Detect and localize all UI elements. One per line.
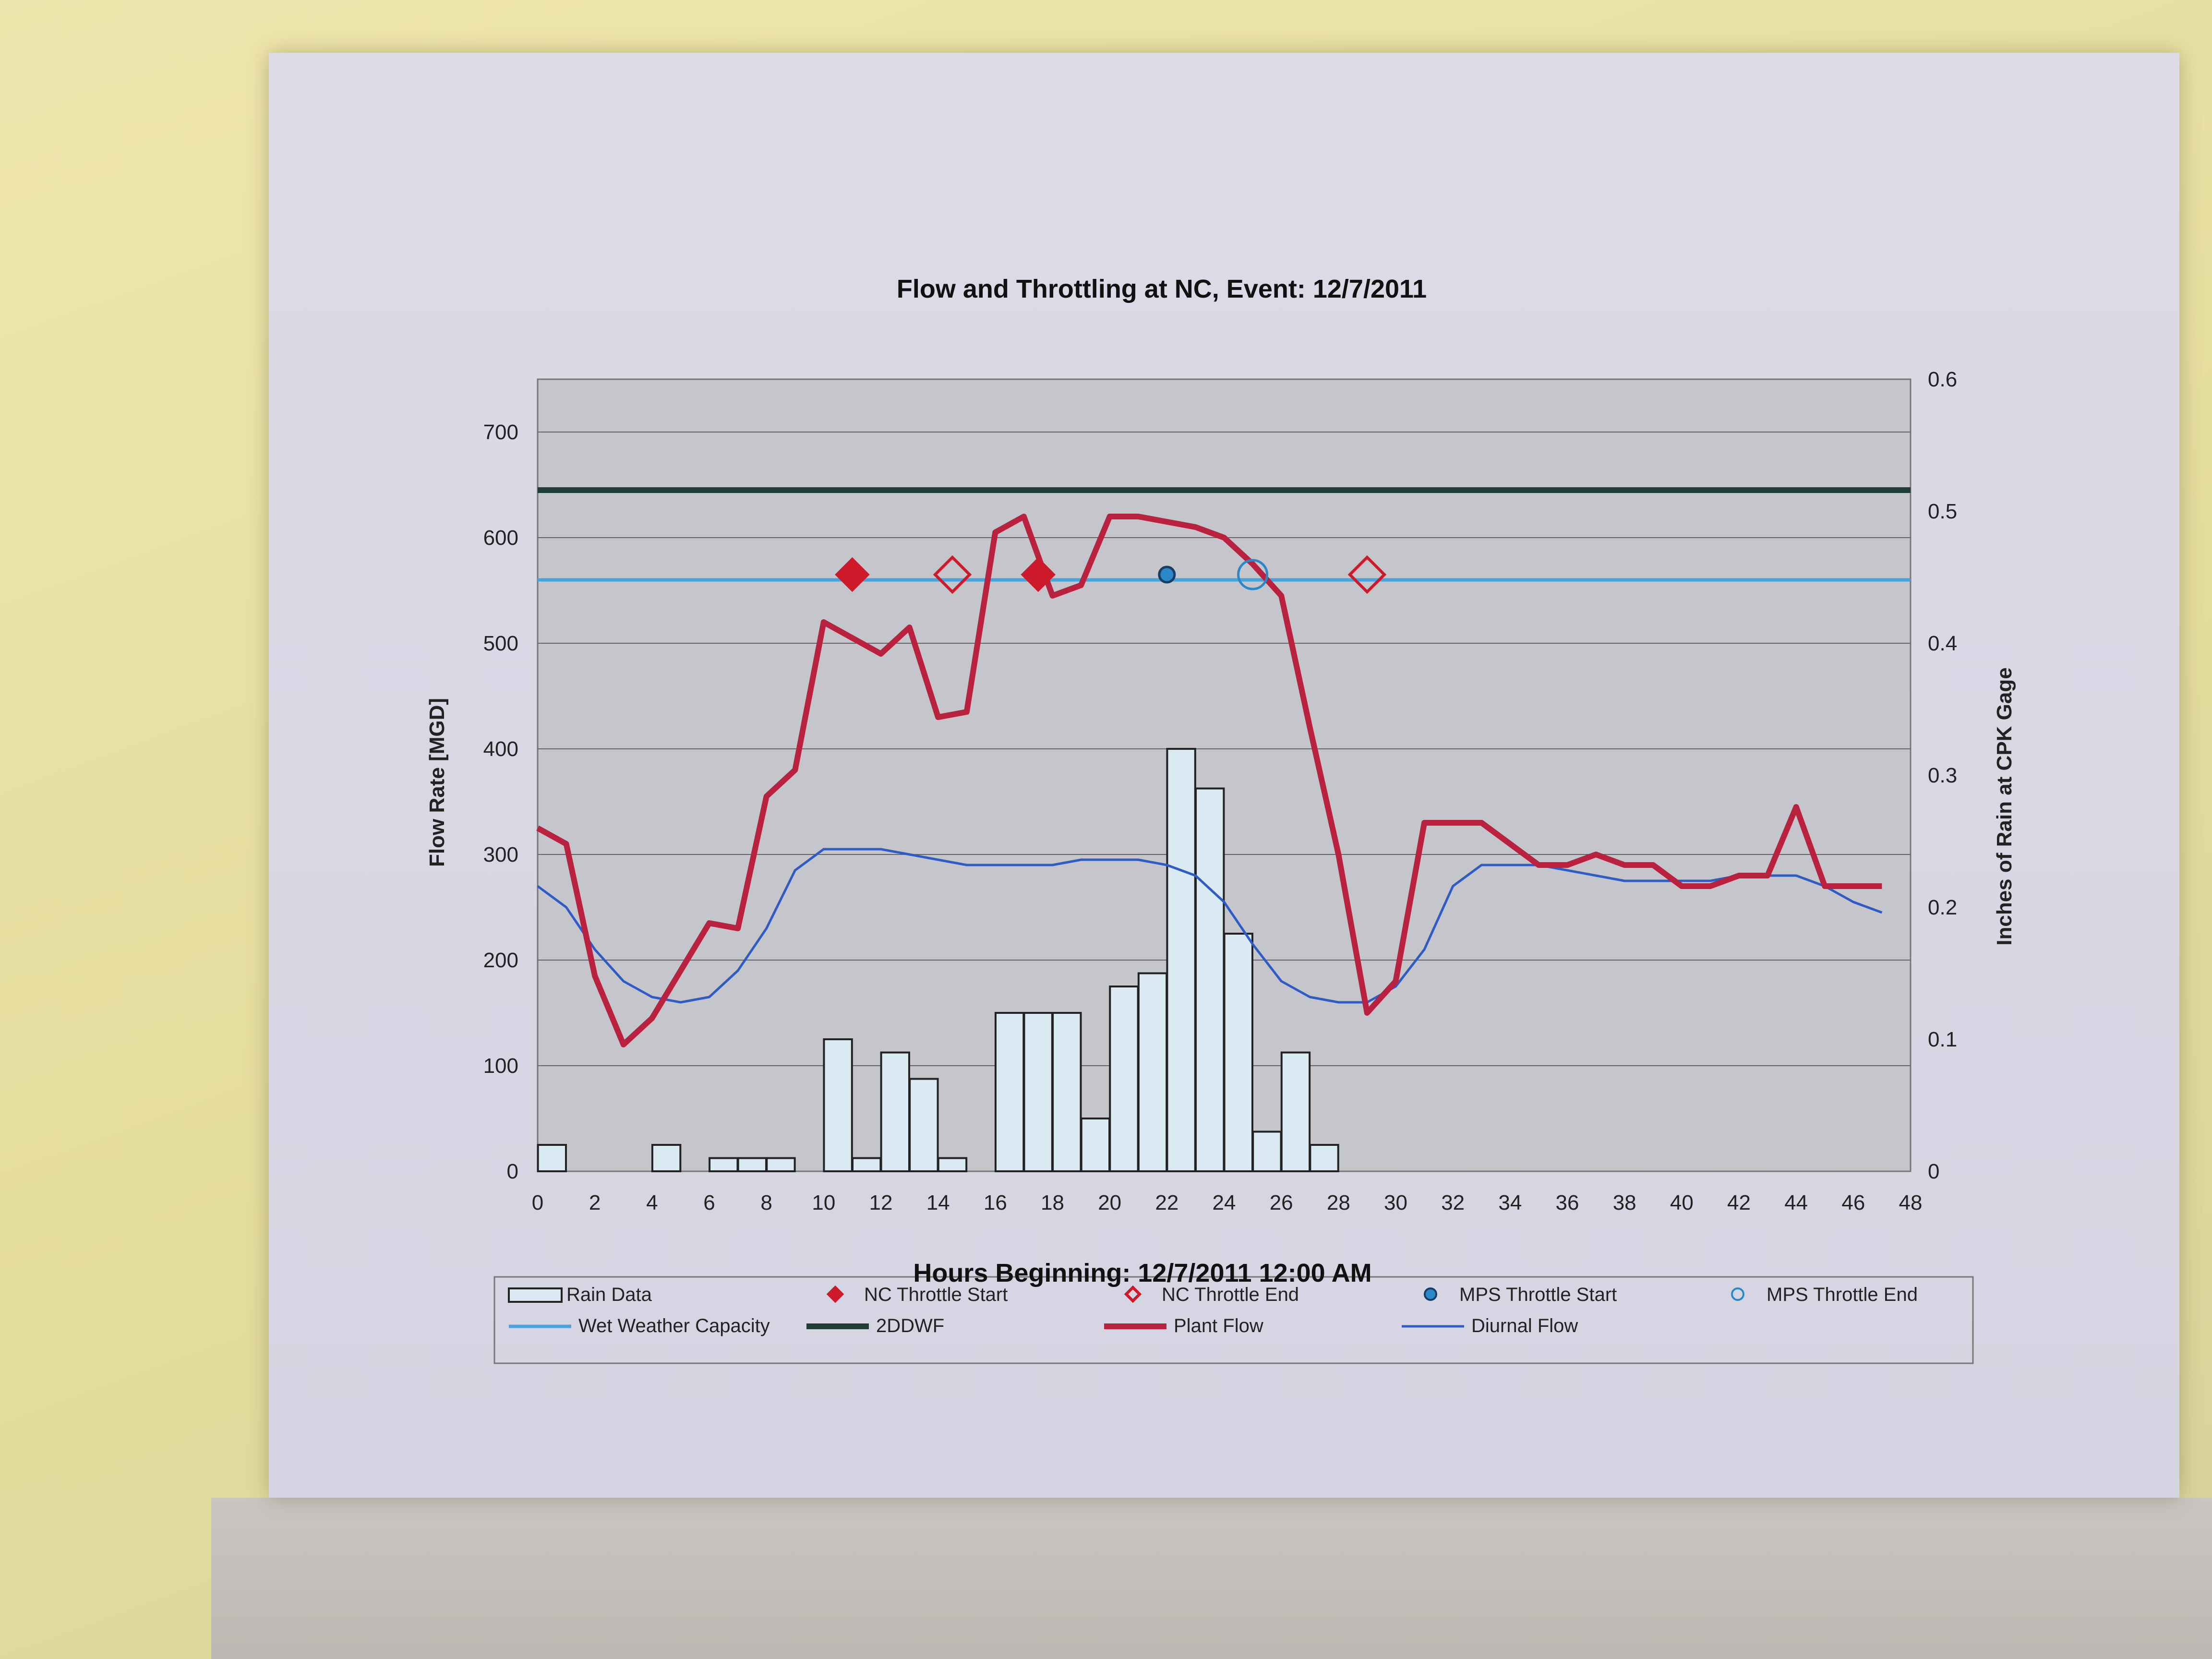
y-tick-label: 400 (483, 737, 518, 761)
legend-label: MPS Throttle End (1767, 1284, 1918, 1305)
x-tick-label: 0 (532, 1191, 543, 1214)
y2-tick-label: 0.2 (1928, 896, 1957, 919)
x-tick-label: 8 (760, 1191, 772, 1214)
y-tick-label: 600 (483, 526, 518, 550)
rain-bar (909, 1078, 939, 1172)
rain-bar (1223, 933, 1253, 1172)
y2-tick-label: 0.5 (1928, 500, 1957, 523)
diurnal-flow-line (537, 848, 1883, 1004)
rain-bar (1166, 748, 1196, 1172)
x-tick-label: 42 (1727, 1191, 1751, 1214)
x-tick-label: 10 (812, 1191, 835, 1214)
x-tick-label: 48 (1899, 1191, 1923, 1214)
rain-bar (1280, 1051, 1311, 1172)
x-tick-label: 34 (1498, 1191, 1522, 1214)
legend-swatch-nc-end (1124, 1285, 1142, 1303)
x-tick-label: 24 (1213, 1191, 1236, 1214)
rain-bar (937, 1157, 968, 1172)
x-tick-label: 22 (1155, 1191, 1178, 1214)
rain-bar (1023, 1012, 1053, 1172)
rain-bar (1195, 787, 1225, 1172)
y-axis-label: Flow Rate [MGD] (425, 698, 449, 867)
legend-label: Rain Data (566, 1284, 652, 1305)
legend-box (493, 1276, 1974, 1364)
plant-flow-line (536, 514, 1882, 1047)
x-tick-label: 6 (703, 1191, 715, 1214)
x-tick-label: 18 (1041, 1191, 1064, 1214)
legend-label: Wet Weather Capacity (578, 1315, 770, 1336)
rain-bar (1309, 1144, 1339, 1172)
axes: 010020030040050060070000.10.20.30.40.50.… (483, 368, 1958, 1214)
x-tick-label: 16 (984, 1191, 1007, 1214)
rain-bar (994, 1012, 1025, 1172)
rain-bar (1052, 1012, 1082, 1172)
rain-bar (737, 1157, 768, 1172)
rain-bar (1137, 972, 1168, 1172)
y-tick-label: 700 (483, 421, 518, 444)
x-axis-label: Hours Beginning: 12/7/2011 12:00 AM (913, 1259, 1371, 1287)
legend: Rain Data NC Throttle Start NC Throttle En… (493, 1276, 1974, 1364)
x-tick-label: 28 (1327, 1191, 1350, 1214)
x-tick-label: 44 (1784, 1191, 1808, 1214)
rain-bar (651, 1144, 682, 1172)
y2-tick-label: 0.3 (1928, 764, 1957, 787)
x-tick-label: 32 (1441, 1191, 1465, 1214)
y-tick-label: 200 (483, 949, 518, 972)
nc-throttle-start-marker (1021, 557, 1056, 592)
legend-label: MPS Throttle Start (1459, 1284, 1617, 1305)
x-tick-label: 26 (1270, 1191, 1293, 1214)
rain-bar (823, 1038, 853, 1172)
x-tick-label: 30 (1384, 1191, 1407, 1214)
legend-label: NC Throttle Start (864, 1284, 1008, 1305)
legend-label: Plant Flow (1174, 1315, 1263, 1336)
y-tick-label: 500 (483, 632, 518, 655)
y2-tick-label: 0.4 (1928, 632, 1957, 655)
rain-bar (1109, 986, 1139, 1172)
legend-swatch-rain (508, 1287, 563, 1303)
legend-label: 2DDWF (876, 1315, 944, 1336)
rain-bar (537, 1144, 567, 1172)
rain-bar (1080, 1118, 1111, 1172)
y-tick-label: 0 (507, 1160, 518, 1183)
nc-throttle-end-marker (1347, 555, 1387, 594)
rain-bar (880, 1051, 910, 1172)
x-tick-label: 14 (926, 1191, 950, 1214)
y-tick-label: 100 (483, 1054, 518, 1078)
legend-swatch-mps-end (1731, 1287, 1744, 1301)
legend-label: NC Throttle End (1162, 1284, 1299, 1305)
paper-lower-page (211, 1498, 2212, 1659)
mps-throttle-start-marker (1158, 565, 1176, 584)
y2-tick-label: 0.6 (1928, 368, 1957, 391)
x-tick-label: 40 (1670, 1191, 1694, 1214)
y2-tick-label: 0 (1928, 1160, 1939, 1183)
chart-title: Flow and Throttling at NC, Event: 12/7/2… (897, 275, 1427, 303)
mps-throttle-end-marker (1237, 559, 1269, 590)
y-tick-label: 300 (483, 843, 518, 866)
series-lines (536, 487, 1911, 1047)
x-tick-label: 2 (589, 1191, 601, 1214)
x-tick-label: 12 (869, 1191, 893, 1214)
x-tick-label: 36 (1556, 1191, 1579, 1214)
x-tick-label: 4 (646, 1191, 658, 1214)
legend-label: Diurnal Flow (1471, 1315, 1578, 1336)
y2-axis-label: Inches of Rain at CPK Gage (1993, 667, 2016, 945)
legend-swatch-mps-start (1424, 1287, 1437, 1301)
nc-throttle-end-marker (933, 555, 972, 594)
y2-tick-label: 0.1 (1928, 1028, 1957, 1051)
rain-bars (537, 748, 1339, 1172)
nc-throttle-start-marker (835, 557, 870, 592)
x-tick-label: 20 (1098, 1191, 1121, 1214)
rain-bar (766, 1157, 796, 1172)
throttle-markers (835, 555, 1387, 594)
rain-bar (1252, 1130, 1282, 1172)
legend-swatch-nc-start (826, 1285, 844, 1303)
x-tick-label: 38 (1613, 1191, 1636, 1214)
x-tick-label: 46 (1841, 1191, 1865, 1214)
rain-bar (709, 1157, 739, 1172)
rain-bar (852, 1157, 882, 1172)
